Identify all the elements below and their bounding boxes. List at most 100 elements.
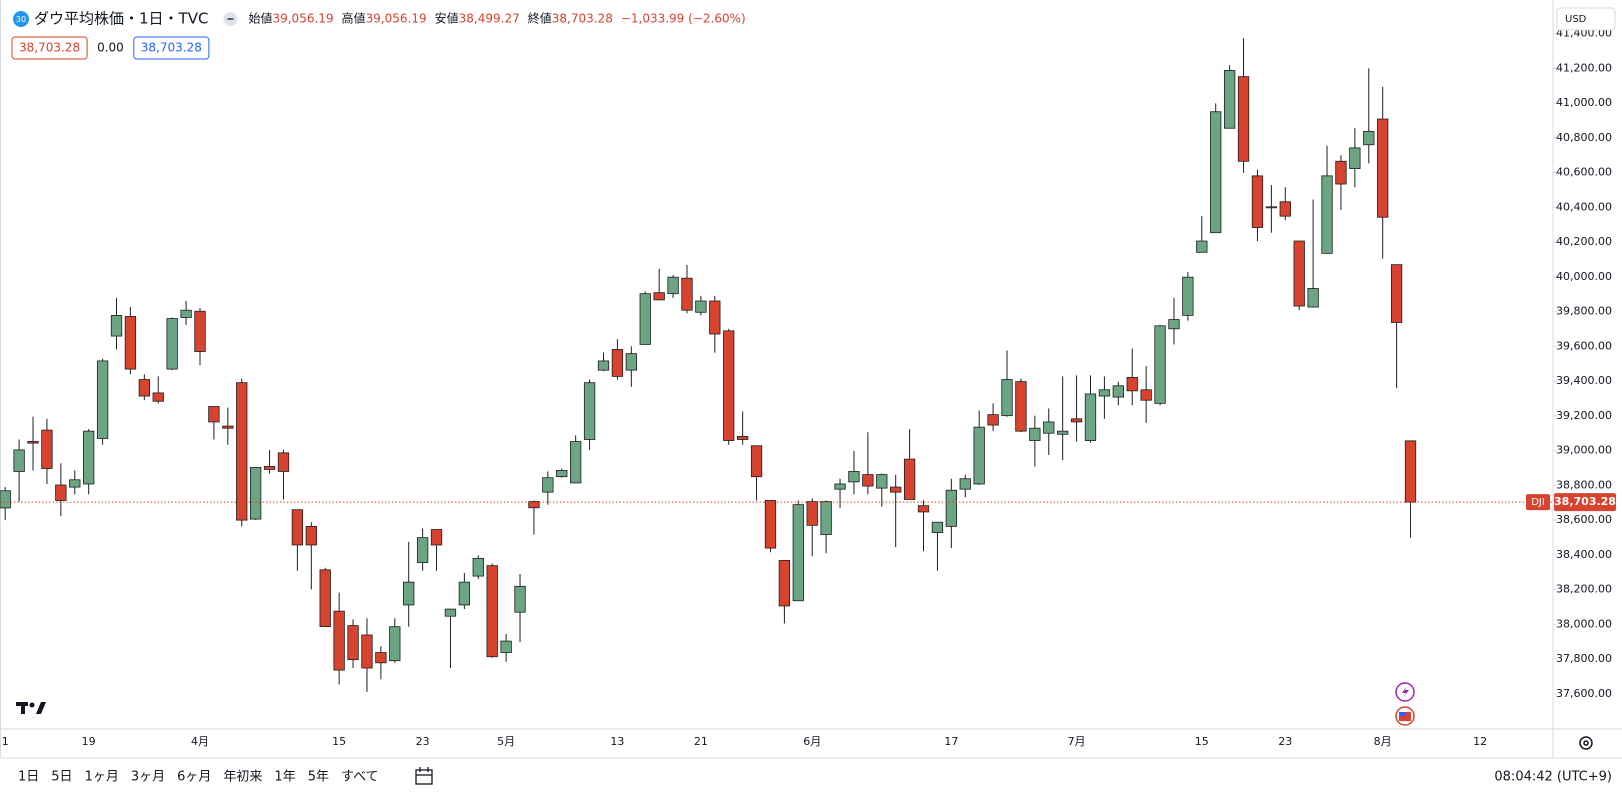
- candle-body: [1349, 147, 1361, 169]
- candle-body: [695, 300, 707, 313]
- candle-body: [263, 466, 276, 470]
- candle-body: [778, 560, 791, 607]
- candle-body: [166, 318, 178, 370]
- y-tick-label: 38,600.00: [1556, 513, 1612, 526]
- y-tick-label: 40,400.00: [1556, 200, 1612, 213]
- candle-body: [903, 458, 916, 500]
- y-tick-label: 41,000.00: [1556, 96, 1612, 109]
- indicator-value: 0.00: [97, 41, 124, 55]
- candle-body: [444, 608, 457, 617]
- ohlc-value: 39,056.19: [366, 12, 427, 26]
- range-button[interactable]: 1年: [274, 770, 295, 785]
- candle-body: [1057, 430, 1069, 435]
- ohlc-change: −1,033.99 (−2.60%): [621, 12, 746, 26]
- y-tick-label: 40,200.00: [1556, 235, 1612, 248]
- candle-body: [124, 316, 137, 370]
- candle-body: [890, 486, 902, 493]
- candle-body: [1404, 440, 1417, 503]
- candle-body: [416, 537, 429, 563]
- candle-body: [876, 474, 888, 489]
- candle-body: [180, 309, 192, 318]
- candle-body: [917, 505, 930, 513]
- candle-body: [709, 300, 721, 335]
- currency-box[interactable]: [1556, 7, 1616, 31]
- candle-body: [1335, 160, 1347, 185]
- y-tick-label: 38,200.00: [1556, 583, 1612, 596]
- x-tick-label: 17: [944, 735, 958, 748]
- y-tick-label: 39,600.00: [1556, 339, 1612, 352]
- range-button[interactable]: 6ヶ月: [177, 770, 211, 785]
- candle-body: [1126, 377, 1138, 392]
- settings-icon[interactable]: [1579, 736, 1593, 750]
- candle-body: [514, 585, 526, 613]
- candle-body: [1015, 381, 1027, 432]
- range-button[interactable]: 年初来: [223, 770, 262, 785]
- y-tick-label: 39,800.00: [1556, 305, 1612, 318]
- x-tick-label: 5月: [497, 735, 515, 748]
- y-tick-label: 39,200.00: [1556, 409, 1612, 422]
- ohlc-label: 安値: [435, 11, 459, 26]
- candle-body: [1377, 118, 1389, 218]
- range-button[interactable]: 1ヶ月: [85, 770, 119, 785]
- candle-body: [1363, 130, 1375, 146]
- candle-body: [973, 426, 985, 485]
- candle-body: [834, 483, 846, 490]
- candle-body: [500, 640, 512, 653]
- calendar-icon[interactable]: [415, 767, 433, 785]
- candle-body: [931, 521, 944, 534]
- range-button[interactable]: 3ヶ月: [131, 770, 165, 785]
- candle-body: [1098, 389, 1111, 397]
- candle-body: [625, 353, 637, 371]
- symbol-tag: [1526, 494, 1550, 511]
- x-tick-label: 1: [2, 735, 9, 748]
- y-tick-label: 40,600.00: [1556, 166, 1612, 179]
- candle-body: [723, 330, 735, 441]
- candle-body: [277, 452, 290, 472]
- candle-body: [1321, 175, 1333, 254]
- candle-body: [583, 382, 596, 440]
- candle-body: [1307, 288, 1319, 308]
- candle-body: [389, 626, 401, 662]
- candle-body: [375, 652, 387, 664]
- chart-title: ダウ平均株価・1日・TVC: [34, 10, 208, 28]
- candle-body: [1265, 206, 1278, 209]
- candle-body: [764, 500, 777, 549]
- y-tick-label: 40,000.00: [1556, 270, 1612, 283]
- candle-body: [570, 441, 582, 484]
- range-button[interactable]: 1日: [18, 770, 39, 785]
- range-button[interactable]: 5年: [308, 770, 329, 785]
- y-tick-label: 39,000.00: [1556, 444, 1612, 457]
- candle-body: [1196, 240, 1208, 253]
- candle-body: [83, 430, 95, 485]
- candle-body: [222, 425, 234, 429]
- x-tick-label: 13: [610, 735, 624, 748]
- candle-body: [13, 449, 25, 472]
- symbol-tag-label: DJI: [1531, 497, 1545, 508]
- indicator-box: [133, 36, 210, 60]
- candle-body: [1154, 325, 1166, 404]
- indicator-box: [11, 36, 88, 60]
- event-icons: [1395, 682, 1415, 726]
- y-tick-label: 38,800.00: [1556, 478, 1612, 491]
- ohlc-value: 38,703.28: [552, 12, 613, 26]
- candle-body: [1251, 175, 1264, 228]
- candle-body: [611, 349, 624, 377]
- range-button[interactable]: 5日: [51, 770, 72, 785]
- x-tick-label: 21: [694, 735, 708, 748]
- indicator-value: 38,703.28: [141, 41, 202, 55]
- y-tick-label: 37,600.00: [1556, 687, 1612, 700]
- candle-body: [792, 504, 804, 602]
- candle-body: [528, 501, 540, 509]
- candle-body: [681, 277, 693, 311]
- candle-body: [639, 293, 651, 345]
- candle-body: [1390, 264, 1403, 323]
- candle-body: [848, 471, 860, 483]
- range-button[interactable]: すべて: [341, 770, 379, 785]
- candle-body: [1279, 201, 1291, 217]
- x-tick-label: 6月: [803, 735, 821, 748]
- clock: 08:04:42 (UTC+9): [1494, 770, 1612, 785]
- candle-body: [750, 445, 763, 478]
- candle-body: [945, 489, 958, 527]
- candle-body: [862, 474, 874, 487]
